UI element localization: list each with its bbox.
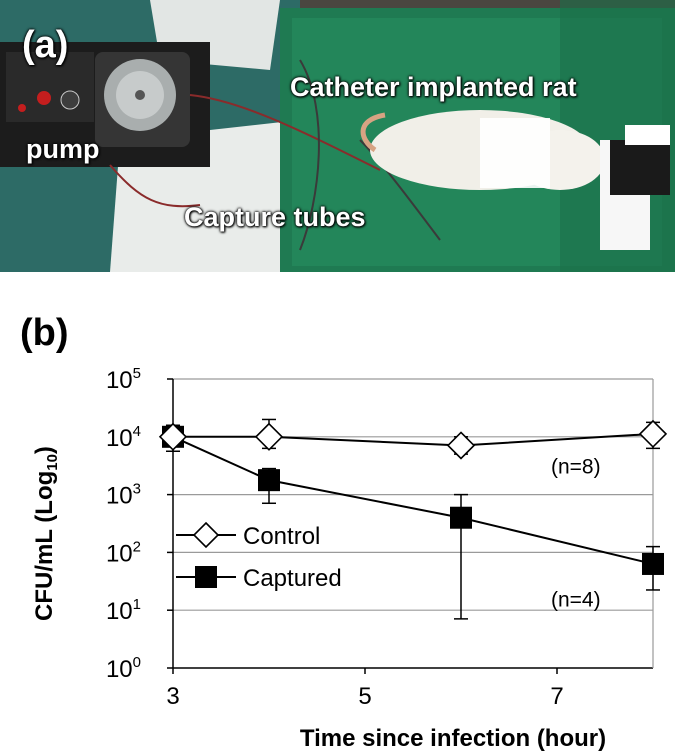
y-axis-title-main: CFU/mL (Log (31, 471, 58, 621)
series-line (173, 432, 654, 447)
series-control (158, 418, 668, 460)
x-tick-label: 5 (358, 683, 371, 710)
y-tick-labels: 100 101 102 103 104 105 (106, 365, 141, 683)
data-point (642, 552, 664, 575)
panel-b-label: (b) (20, 312, 69, 354)
chart-panel: (b) 100 101 102 103 104 105 3 5 7 (n=8) (n=4) Co… (0, 272, 675, 755)
y-tick-label: 105 (106, 365, 141, 394)
legend-label: Captured (243, 565, 342, 592)
x-tick-labels: 3 5 7 (166, 683, 563, 710)
y-axis-title: CFU/mL (Log10) (31, 446, 61, 621)
capture-tubes-annotation: Capture tubes (184, 202, 366, 232)
legend: Control Captured (176, 521, 342, 592)
y-tick-label: 103 (106, 481, 141, 510)
series-line (172, 435, 654, 565)
legend-item-captured: Captured (176, 565, 342, 592)
cfu-line-chart: 100 101 102 103 104 105 3 5 7 (n=8) (n=4) Contro… (31, 365, 668, 752)
legend-item-control: Control (176, 521, 320, 550)
data-point (638, 419, 668, 449)
captured-n-label: (n=4) (551, 589, 601, 612)
data-point (446, 431, 476, 460)
y-axis-title-sub: 10 (44, 454, 61, 471)
y-tick-label: 102 (106, 538, 141, 567)
nose-cone (610, 140, 670, 195)
data-point (158, 422, 188, 451)
y-axis-title-close: ) (31, 446, 58, 454)
y-tick-label: 104 (106, 423, 141, 452)
legend-label: Control (243, 523, 320, 550)
data-point (258, 469, 280, 492)
pump-annotation: pump (26, 134, 100, 164)
rat-annotation: Catheter implanted rat (290, 72, 577, 102)
x-tick-label: 7 (550, 683, 563, 710)
data-point (450, 506, 472, 529)
legend-marker (195, 566, 217, 588)
x-axis-title: Time since infection (hour) (300, 725, 606, 752)
data-point (254, 422, 284, 451)
y-tick-label: 101 (106, 596, 141, 625)
legend-marker (192, 521, 220, 549)
experiment-photo: (a) pump Catheter implanted rat Capture … (0, 0, 675, 272)
control-n-label: (n=8) (551, 456, 601, 479)
y-tick-label: 100 (106, 654, 141, 683)
photo-scene (0, 0, 675, 272)
x-tick-label: 3 (166, 683, 179, 710)
axes (167, 378, 654, 674)
series: (n=8) (n=4) (158, 418, 668, 620)
panel-a-label: (a) (22, 24, 69, 66)
